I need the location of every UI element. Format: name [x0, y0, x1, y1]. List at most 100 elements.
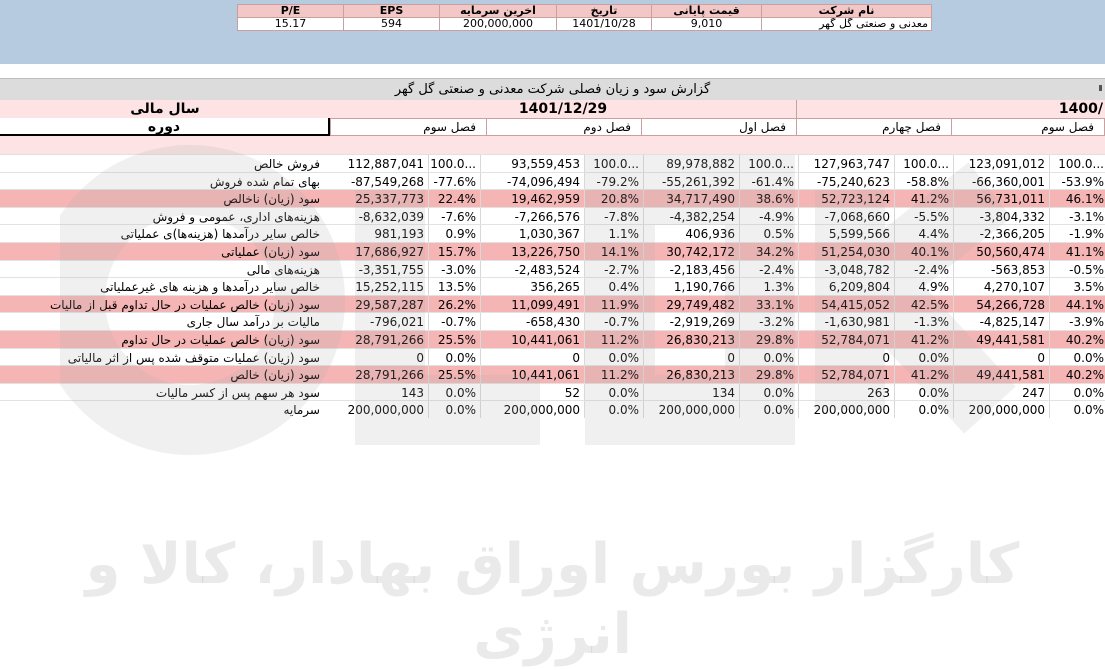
percent-cell: 40.2%	[1050, 366, 1105, 383]
percent-cell: -4.9%	[740, 207, 799, 225]
amount-cell: -66,360,001	[954, 172, 1050, 190]
row-label: سرمایه	[283, 403, 320, 418]
summary-header-eps: EPS	[343, 4, 440, 18]
percent-cell: -2.4%	[740, 260, 799, 278]
date-band	[0, 100, 1105, 118]
summary-value-close-price: 9,010	[651, 17, 762, 31]
fiscal-year-previous: 1400/	[796, 100, 1105, 118]
percent-cell: 40.1%	[895, 243, 954, 260]
percent-cell: 29.8%	[740, 366, 799, 383]
percent-cell: 41.2%	[895, 190, 954, 207]
amount-cell: 356,265	[489, 278, 585, 295]
amount-cell: -563,853	[954, 260, 1050, 278]
quarter-header-5: فصل سوم	[330, 118, 486, 136]
amount-cell: 4,270,107	[954, 278, 1050, 295]
percent-cell: -1.3%	[895, 313, 954, 330]
amount-cell: 127,963,747	[799, 155, 895, 172]
amount-cell: 49,441,581	[954, 331, 1050, 348]
amount-cell: -4,382,254	[644, 207, 740, 225]
percent-cell: -3.0%	[429, 260, 481, 278]
amount-cell: 29,587,287	[333, 295, 429, 313]
row-label: سود (زیان) خالص	[230, 368, 320, 383]
percent-cell: 0.0%	[585, 383, 644, 401]
amount-cell: -3,351,755	[333, 260, 429, 278]
percent-cell: 0.0%	[429, 383, 481, 401]
percent-cell: -7.6%	[429, 207, 481, 225]
amount-cell: -2,483,524	[489, 260, 585, 278]
percent-cell: 0.0%	[740, 401, 799, 418]
row-label: سود (زیان) عملیات متوقف شده پس از اثر ما…	[67, 350, 320, 365]
amount-cell: 1,190,766	[644, 278, 740, 295]
percent-cell: -58.8%	[895, 172, 954, 190]
amount-cell: 26,830,213	[644, 366, 740, 383]
amount-cell: 200,000,000	[644, 401, 740, 418]
table-row: خالص سایر درآمدها و هزینه های غیرعملیاتی…	[0, 277, 1105, 295]
percent-cell: -1.9%	[1050, 225, 1105, 242]
row-label: سود (زیان) عملیاتی	[221, 245, 320, 259]
table-row: هزینه‌های مالی -563,853 -0.5% -3,048,782 -2.…	[0, 259, 1105, 278]
quarter-header-2: فصل چهارم	[796, 118, 951, 136]
percent-cell: -0.7%	[429, 313, 481, 330]
summary-value-pe: 15.17	[237, 17, 344, 31]
percent-cell: 41.2%	[895, 366, 954, 383]
percent-cell: 46.1%	[1050, 190, 1105, 207]
percent-cell: 0.0%	[429, 401, 481, 418]
percent-cell: 100.0...	[429, 155, 481, 172]
percent-cell: 0.0%	[1050, 349, 1105, 366]
quarter-header-1: فصل سوم	[951, 118, 1105, 136]
row-label: فروش خالص	[253, 157, 320, 171]
scroll-marker-icon	[1099, 85, 1102, 91]
percent-cell: 4.4%	[895, 225, 954, 242]
percent-cell: 34.2%	[740, 243, 799, 260]
percent-cell: 0.0%	[585, 401, 644, 418]
amount-cell: -2,919,269	[644, 313, 740, 330]
table-row: سرمایه 200,000,000 0.0% 200,000,000 0.0% 200,…	[0, 400, 1105, 418]
percent-cell: 25.5%	[429, 366, 481, 383]
period-label-cell: دوره	[0, 118, 330, 136]
percent-cell: 0.0%	[740, 348, 799, 366]
summary-header-pe: P/E	[237, 4, 344, 18]
amount-cell: 200,000,000	[954, 401, 1050, 418]
amount-cell: 26,830,213	[644, 331, 740, 348]
amount-cell: 93,559,453	[489, 155, 585, 172]
summary-value-company: معدنی و صنعتی گل گهر	[761, 17, 932, 31]
income-statement-grid: سال مالی 1401/12/29 1400/ دوره فصل سوم ف…	[0, 100, 1105, 430]
percent-cell: 0.0%	[585, 348, 644, 366]
amount-cell: 13,226,750	[489, 243, 585, 260]
report-title: گزارش سود و زیان فصلی شرکت معدنی و صنعتی…	[394, 82, 711, 97]
amount-cell: 0	[799, 348, 895, 366]
amount-cell: 123,091,012	[954, 155, 1050, 172]
period-label: دوره	[147, 119, 181, 135]
amount-cell: 200,000,000	[333, 401, 429, 418]
row-label: سود (زیان) خالص عملیات در حال تداوم قبل …	[50, 297, 320, 312]
amount-cell: -8,632,039	[333, 207, 429, 225]
amount-cell: 200,000,000	[489, 401, 585, 418]
percent-cell: -2.4%	[895, 260, 954, 278]
amount-cell: -796,021	[333, 313, 429, 330]
percent-cell: 0.0%	[895, 383, 954, 401]
percent-cell: -2.7%	[585, 260, 644, 278]
amount-cell: 0	[644, 348, 740, 366]
percent-cell: 22.4%	[429, 190, 481, 207]
percent-cell: 1.1%	[585, 225, 644, 242]
percent-cell: 0.0%	[1050, 401, 1105, 418]
amount-cell: 29,749,482	[644, 295, 740, 313]
percent-cell: 4.9%	[895, 278, 954, 295]
row-label: سود هر سهم پس از کسر مالیات	[155, 385, 320, 400]
amount-cell: 0	[489, 348, 585, 366]
percent-cell: 0.0%	[429, 348, 481, 366]
summary-value-last-capital: 200,000,000	[439, 17, 557, 31]
percent-cell: -3.1%	[1050, 208, 1105, 225]
percent-cell: 29.8%	[740, 331, 799, 348]
amount-cell: -3,048,782	[799, 260, 895, 278]
amount-cell: 89,978,882	[644, 155, 740, 172]
summary-header-last-capital: آخرین سرمایه	[439, 4, 557, 18]
percent-cell: 38.6%	[740, 190, 799, 207]
summary-header-close-price: قیمت پایانی	[651, 4, 762, 18]
table-row: سود (زیان) خالص 49,441,581 40.2% 52,784,071…	[0, 365, 1105, 383]
summary-header-row: نام شرکت قیمت پایانی تاریخ آخرین سرمایه …	[237, 4, 932, 18]
amount-cell: -3,804,332	[954, 207, 1050, 225]
amount-cell: -2,183,456	[644, 260, 740, 278]
amount-cell: -74,096,494	[489, 172, 585, 190]
amount-cell: 6,209,804	[799, 278, 895, 295]
